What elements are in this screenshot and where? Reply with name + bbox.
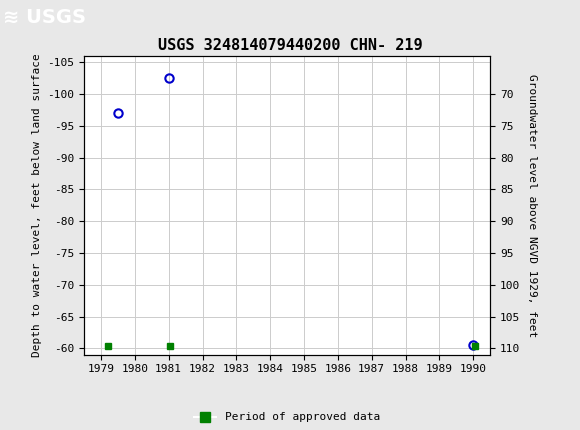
Y-axis label: Depth to water level, feet below land surface: Depth to water level, feet below land su… <box>32 53 42 357</box>
Legend: Period of approved data: Period of approved data <box>190 408 385 427</box>
Text: USGS 324814079440200 CHN- 219: USGS 324814079440200 CHN- 219 <box>158 38 422 52</box>
Text: ≋ USGS: ≋ USGS <box>3 8 86 27</box>
Y-axis label: Groundwater level above NGVD 1929, feet: Groundwater level above NGVD 1929, feet <box>527 74 537 337</box>
